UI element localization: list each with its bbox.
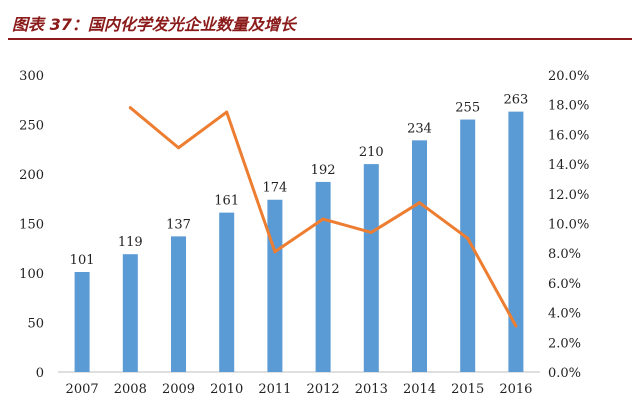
bar — [219, 212, 235, 372]
title-bar: 图表 37：国内化学发光企业数量及增长 — [8, 8, 632, 40]
growth-rate-point — [466, 236, 470, 240]
bar-data-label: 119 — [118, 235, 143, 250]
y-left-tick-label: 300 — [19, 69, 44, 84]
bar — [363, 164, 379, 372]
chart-title: 图表 37：国内化学发光企业数量及增长 — [12, 15, 296, 34]
bar-data-label: 210 — [359, 145, 384, 160]
y-right-tick-label: 8.0% — [548, 247, 581, 262]
y-right-tick-label: 4.0% — [548, 307, 581, 322]
x-tick-label: 2011 — [258, 382, 291, 397]
y-right-tick-label: 18.0% — [548, 99, 589, 114]
bar-data-label: 137 — [166, 217, 191, 232]
y-right-tick-label: 20.0% — [548, 69, 589, 84]
y-right-tick-label: 12.0% — [548, 188, 589, 203]
y-right-tick-label: 2.0% — [548, 336, 581, 351]
bar-data-label: 234 — [407, 121, 432, 136]
y-left-tick-label: 200 — [19, 168, 44, 183]
y-right-tick-label: 10.0% — [548, 218, 589, 233]
x-tick-label: 2015 — [451, 382, 484, 397]
bar — [74, 272, 90, 372]
y-left-tick-label: 150 — [19, 218, 44, 233]
x-tick-label: 2008 — [114, 382, 147, 397]
growth-rate-point — [273, 250, 277, 254]
bar-data-label: 174 — [262, 181, 287, 196]
bar — [267, 199, 283, 372]
bar — [315, 181, 331, 372]
x-tick-label: 2010 — [210, 382, 243, 397]
y-left-tick-label: 50 — [27, 317, 44, 332]
x-tick-label: 2013 — [355, 382, 388, 397]
y-right-tick-label: 6.0% — [548, 277, 581, 292]
bar — [122, 254, 138, 372]
x-tick-label: 2007 — [66, 382, 99, 397]
y-left-tick-label: 250 — [19, 119, 44, 134]
bar-data-label: 263 — [503, 93, 528, 108]
bar-data-label: 192 — [311, 163, 336, 178]
x-tick-label: 2009 — [162, 382, 195, 397]
y-left-tick-label: 0 — [36, 366, 44, 381]
x-tick-label: 2016 — [499, 382, 532, 397]
title-divider — [8, 38, 632, 40]
growth-rate-point — [321, 217, 325, 221]
growth-rate-point — [225, 110, 229, 114]
bar — [460, 119, 476, 372]
growth-rate-point — [418, 201, 421, 205]
bar — [412, 140, 427, 372]
bar-data-label: 101 — [70, 253, 95, 268]
x-tick-label: 2014 — [403, 382, 436, 397]
growth-rate-point — [369, 230, 373, 234]
growth-rate-point — [128, 106, 132, 110]
bar-data-label: 161 — [214, 194, 239, 209]
growth-rate-point — [514, 324, 518, 328]
y-left-tick-label: 100 — [19, 267, 44, 282]
y-right-tick-label: 0.0% — [548, 366, 581, 381]
x-tick-label: 2012 — [307, 382, 340, 397]
y-right-tick-label: 14.0% — [548, 158, 589, 173]
growth-rate-point — [177, 146, 180, 150]
bar — [171, 236, 186, 372]
bar-data-label: 255 — [455, 101, 480, 116]
y-right-tick-label: 16.0% — [548, 128, 589, 143]
bar — [508, 111, 524, 372]
